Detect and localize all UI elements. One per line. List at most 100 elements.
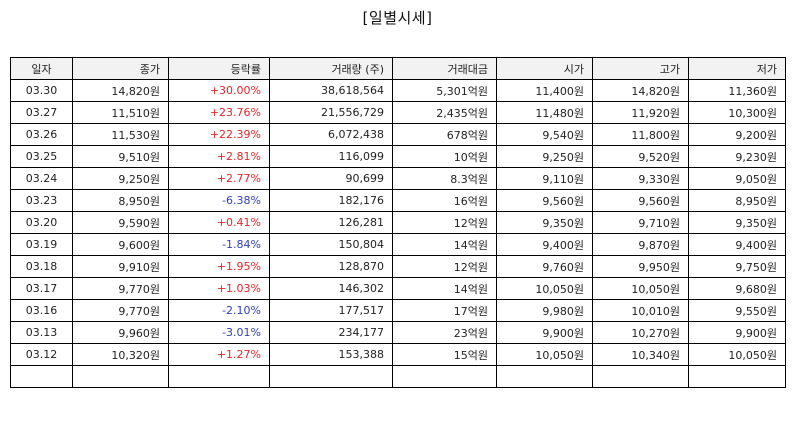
high-cell: 10,270원 [592,321,689,344]
low-cell: 9,750원 [688,255,786,278]
date-cell: 03.12 [10,343,73,366]
close-cell: 14,820원 [72,79,169,102]
change-rate-cell: +22.39% [168,123,270,146]
close-cell: 10,320원 [72,343,169,366]
high-cell: 11,920원 [592,101,689,124]
open-cell: 10,050원 [496,343,593,366]
open-cell: 11,480원 [496,101,593,124]
high-cell: 9,330원 [592,167,689,190]
date-cell: 03.16 [10,299,73,322]
high-cell: 9,710원 [592,211,689,234]
low-cell: 9,200원 [688,123,786,146]
header-close: 종가 [72,57,169,80]
low-cell: 9,550원 [688,299,786,322]
low-cell: 9,400원 [688,233,786,256]
empty-cell [392,365,497,388]
volume-cell: 90,699 [269,167,393,190]
change-rate-cell: +1.03% [168,277,270,300]
open-cell: 9,540원 [496,123,593,146]
low-cell: 10,050원 [688,343,786,366]
high-cell: 9,520원 [592,145,689,168]
empty-cell [72,365,169,388]
volume-cell: 182,176 [269,189,393,212]
trade-amount-cell: 12억원 [392,255,497,278]
open-cell: 9,760원 [496,255,593,278]
table-row: 03.30 14,820원 +30.00% 38,618,564 5,301억원 11,4… [10,79,786,102]
open-cell: 9,350원 [496,211,593,234]
close-cell: 11,530원 [72,123,169,146]
change-rate-cell: +1.95% [168,255,270,278]
date-cell: 03.18 [10,255,73,278]
trade-amount-cell: 17억원 [392,299,497,322]
empty-cell [592,365,689,388]
header-high: 고가 [592,57,689,80]
close-cell: 9,770원 [72,277,169,300]
low-cell: 10,300원 [688,101,786,124]
header-change-rate: 등락률 [168,57,270,80]
change-rate-cell: -6.38% [168,189,270,212]
trade-amount-cell: 8.3억원 [392,167,497,190]
table-row: 03.27 11,510원 +23.76% 21,556,729 2,435억원 11,4… [10,101,786,124]
header-trade-amount: 거래대금 [392,57,497,80]
date-cell: 03.23 [10,189,73,212]
date-cell: 03.24 [10,167,73,190]
low-cell: 9,900원 [688,321,786,344]
open-cell: 9,900원 [496,321,593,344]
volume-cell: 128,870 [269,255,393,278]
table-row: 03.20 9,590원 +0.41% 126,281 12억원 9,350원 9,710원… [10,211,786,234]
close-cell: 9,250원 [72,167,169,190]
high-cell: 11,800원 [592,123,689,146]
low-cell: 11,360원 [688,79,786,102]
close-cell: 9,960원 [72,321,169,344]
volume-cell: 21,556,729 [269,101,393,124]
volume-cell: 38,618,564 [269,79,393,102]
volume-cell: 146,302 [269,277,393,300]
trade-amount-cell: 10억원 [392,145,497,168]
table-row: 03.12 10,320원 +1.27% 153,388 15억원 10,050원 10,3… [10,343,786,366]
close-cell: 9,510원 [72,145,169,168]
change-rate-cell: +2.81% [168,145,270,168]
open-cell: 9,400원 [496,233,593,256]
high-cell: 9,870원 [592,233,689,256]
close-cell: 8,950원 [72,189,169,212]
high-cell: 9,950원 [592,255,689,278]
change-rate-cell: +0.41% [168,211,270,234]
trade-amount-cell: 2,435억원 [392,101,497,124]
open-cell: 9,560원 [496,189,593,212]
date-cell: 03.13 [10,321,73,344]
header-open: 시가 [496,57,593,80]
open-cell: 9,110원 [496,167,593,190]
trade-amount-cell: 15억원 [392,343,497,366]
table-row: 03.24 9,250원 +2.77% 90,699 8.3억원 9,110원 9,330원… [10,167,786,190]
change-rate-cell: +2.77% [168,167,270,190]
trade-amount-cell: 14억원 [392,233,497,256]
trade-amount-cell: 23억원 [392,321,497,344]
date-cell: 03.20 [10,211,73,234]
empty-cell [168,365,270,388]
open-cell: 11,400원 [496,79,593,102]
change-rate-cell: +1.27% [168,343,270,366]
open-cell: 9,250원 [496,145,593,168]
empty-cell [10,365,73,388]
date-cell: 03.17 [10,277,73,300]
empty-cell [688,365,786,388]
volume-cell: 6,072,438 [269,123,393,146]
change-rate-cell: -3.01% [168,321,270,344]
volume-cell: 116,099 [269,145,393,168]
open-cell: 9,980원 [496,299,593,322]
high-cell: 14,820원 [592,79,689,102]
volume-cell: 153,388 [269,343,393,366]
trade-amount-cell: 14억원 [392,277,497,300]
empty-table-row [10,365,786,388]
low-cell: 9,680원 [688,277,786,300]
low-cell: 9,050원 [688,167,786,190]
close-cell: 9,590원 [72,211,169,234]
table-row: 03.25 9,510원 +2.81% 116,099 10억원 9,250원 9,520원… [10,145,786,168]
change-rate-cell: +30.00% [168,79,270,102]
table-row: 03.16 9,770원 -2.10% 177,517 17억원 9,980원 10,010… [10,299,786,322]
trade-amount-cell: 678억원 [392,123,497,146]
page-title: [일별시세] [362,9,433,27]
volume-cell: 177,517 [269,299,393,322]
high-cell: 9,560원 [592,189,689,212]
table-row: 03.18 9,910원 +1.95% 128,870 12억원 9,760원 9,950원… [10,255,786,278]
